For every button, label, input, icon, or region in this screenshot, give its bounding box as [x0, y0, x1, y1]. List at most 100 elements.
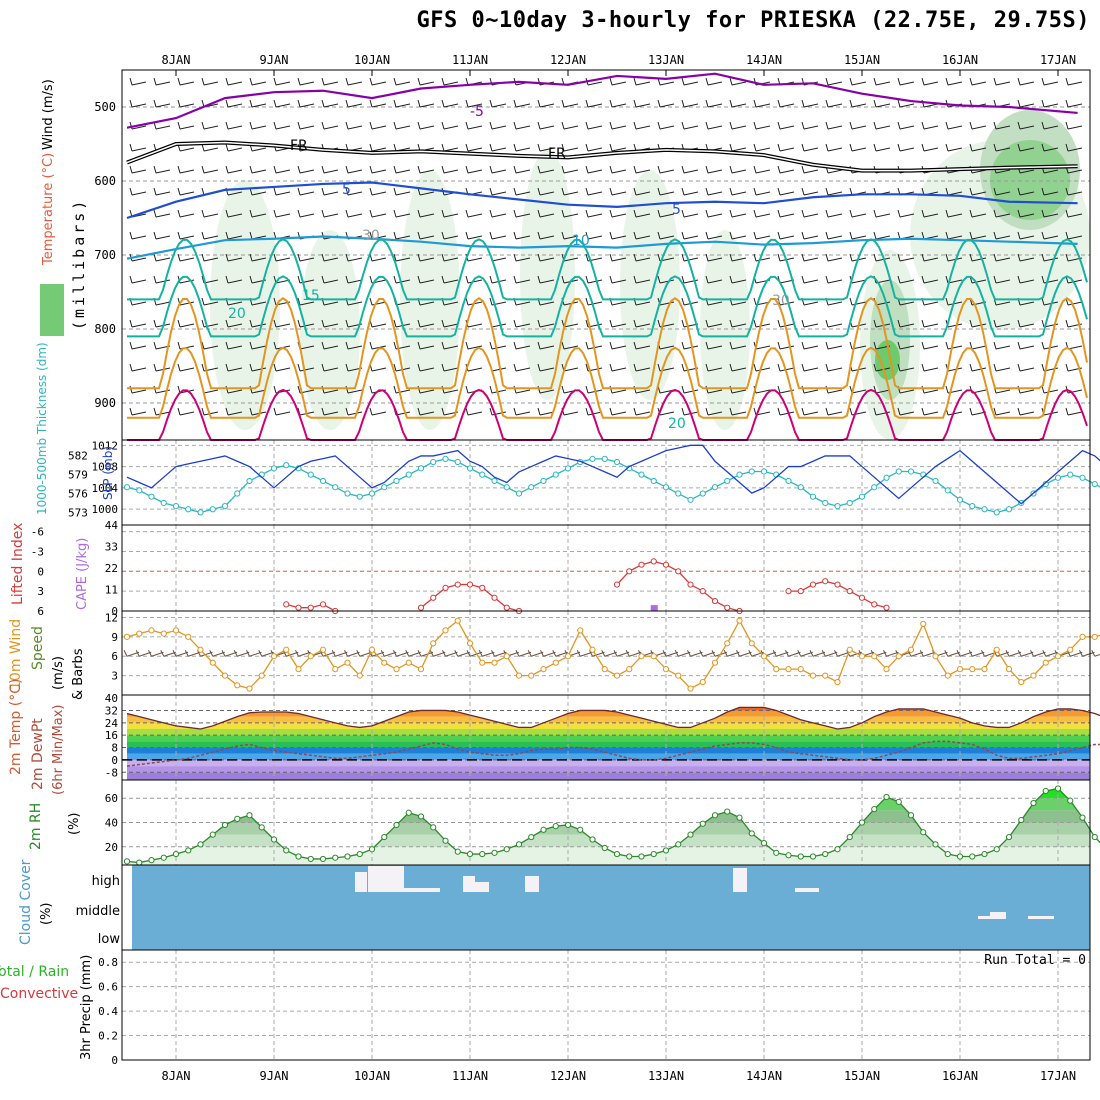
wind-barb: [417, 165, 435, 174]
wind-barb: [1017, 77, 1035, 86]
thickness-series-point: [687, 496, 694, 503]
thickness-series-point: [454, 458, 461, 466]
wind-barb: [969, 253, 987, 262]
li-series-point: [662, 561, 670, 568]
wind-barb: [729, 77, 747, 86]
rh-series-point: [540, 826, 547, 833]
wind10-series-point: [270, 653, 278, 660]
wind-barb: [897, 407, 915, 416]
wind-barb: [849, 231, 867, 240]
wind-barb: [969, 363, 987, 372]
wind-barb: [345, 77, 363, 86]
wind10-series-point: [932, 653, 939, 660]
x-tick-bottom: 10JAN: [354, 1069, 390, 1083]
wind-barb: [225, 363, 243, 372]
wind-barb: [801, 253, 819, 262]
wind-barb: [1041, 209, 1059, 218]
wind-barb: [201, 165, 219, 174]
wind-barb: [489, 121, 507, 130]
wind-barb: [393, 275, 411, 284]
surface-barb: [356, 650, 372, 657]
wind-barb: [753, 209, 771, 218]
rh-series-point: [748, 830, 755, 837]
thickness-series-point: [564, 465, 572, 472]
surface-barb: [674, 650, 691, 657]
wind-barb: [609, 143, 627, 152]
surface-barb: [527, 650, 544, 657]
wind-barb: [1041, 341, 1059, 350]
thickness-series-point: [895, 468, 902, 475]
wind-barb: [297, 165, 315, 174]
wind-barb: [249, 341, 267, 350]
rh-series-point: [381, 833, 388, 841]
wind-barb: [1065, 209, 1083, 218]
wind-barb: [897, 253, 915, 262]
wind-barb: [321, 363, 339, 372]
wind-barb: [801, 187, 819, 196]
wind10-series-point: [748, 640, 755, 647]
wind-barb: [465, 143, 483, 152]
wind-barb: [993, 209, 1011, 218]
rh-series-point: [307, 855, 314, 863]
wind-barb: [633, 407, 651, 416]
wind-barb: [417, 209, 435, 218]
thickness-series-point: [822, 499, 829, 507]
wind10-series-point: [1067, 646, 1074, 653]
surface-barb: [699, 650, 715, 657]
wind-barb: [273, 407, 291, 416]
contour-30: [127, 346, 1088, 419]
wind-barb: [873, 209, 891, 218]
wind-barb: [225, 231, 243, 240]
x-tick-bottom: 12JAN: [550, 1069, 586, 1083]
wind-barb: [273, 99, 291, 108]
wind-barb: [561, 231, 579, 240]
wind-barb: [609, 99, 627, 108]
temp-band: [127, 710, 1090, 717]
thickness-series-point: [491, 477, 498, 485]
wind-barb: [705, 319, 723, 328]
wind-barb: [225, 253, 243, 262]
wind-barb: [921, 143, 939, 152]
wind-barb: [561, 187, 579, 196]
wind-barb: [465, 231, 483, 240]
wind-barb: [177, 253, 195, 262]
temp-tick-label: 40: [105, 692, 118, 705]
contour-20: [127, 275, 1088, 338]
wind-barb: [969, 231, 987, 240]
wind-side-label: Wind (m/s): [41, 79, 56, 150]
rh-series-point: [123, 858, 131, 865]
wind-barb: [489, 143, 507, 152]
wind-barb: [537, 165, 555, 174]
thickness-series-point: [246, 477, 253, 485]
wind-barb: [177, 319, 195, 328]
rh-series-point: [209, 831, 216, 838]
surface-barb: [123, 650, 140, 657]
wind-barb: [153, 187, 171, 196]
wind10-series-point: [785, 666, 792, 673]
wind-barb: [321, 319, 339, 328]
cloud-block: [525, 876, 539, 892]
contour-FR: [126, 141, 1078, 172]
thickness-series-point: [907, 468, 915, 475]
wind-barb: [393, 165, 411, 174]
slp-tick-label: 1004: [92, 482, 119, 495]
temp-band: [127, 722, 1090, 729]
rh-tick-label: 60: [105, 792, 118, 805]
wind-barb: [801, 341, 819, 350]
wind-barb: [417, 121, 435, 130]
wind-barb: [465, 341, 483, 350]
wind-barb: [393, 77, 411, 86]
wind-barb: [993, 231, 1011, 240]
wind10-series-point: [258, 672, 265, 679]
wind-barb: [609, 407, 627, 416]
rh-series-point: [332, 854, 339, 861]
wind-barb: [633, 121, 651, 130]
wind-barb: [153, 77, 171, 86]
rh-series-point: [442, 837, 449, 844]
wind10-series-point: [981, 666, 988, 673]
wind-barb: [441, 165, 459, 174]
surface-barb: [295, 650, 311, 657]
li-series: [283, 558, 890, 615]
slp-tick-label: 1012: [92, 439, 119, 452]
wind-barb: [705, 121, 723, 130]
